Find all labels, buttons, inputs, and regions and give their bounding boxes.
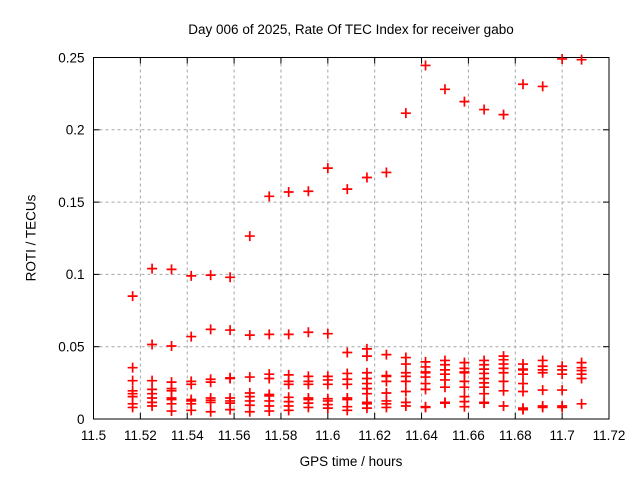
x-axis-label: GPS time / hours	[299, 454, 403, 469]
plot-border	[93, 57, 610, 420]
svg-text:0.15: 0.15	[58, 195, 84, 210]
svg-text:11.66: 11.66	[452, 428, 485, 443]
svg-text:11.72: 11.72	[593, 428, 626, 443]
svg-text:11.54: 11.54	[171, 428, 204, 443]
svg-text:11.56: 11.56	[218, 428, 251, 443]
data-points	[127, 53, 587, 417]
svg-text:0: 0	[77, 412, 85, 427]
svg-text:11.52: 11.52	[124, 428, 157, 443]
chart-title: Day 006 of 2025, Rate Of TEC Index for r…	[188, 22, 514, 37]
svg-text:11.6: 11.6	[315, 428, 340, 443]
svg-text:11.62: 11.62	[358, 428, 391, 443]
svg-text:11.5: 11.5	[81, 428, 106, 443]
y-axis-label: ROTI / TECUs	[23, 194, 39, 282]
svg-text:11.58: 11.58	[265, 428, 298, 443]
svg-text:0.05: 0.05	[58, 340, 84, 355]
grid-lines	[93, 57, 609, 419]
svg-text:11.68: 11.68	[499, 428, 532, 443]
svg-text:0.2: 0.2	[66, 123, 85, 138]
axis-ticks	[93, 57, 610, 420]
svg-text:11.7: 11.7	[549, 428, 574, 443]
svg-text:11.64: 11.64	[405, 428, 438, 443]
y-tick-labels: 0 0.05 0.1 0.15 0.2 0.25	[58, 50, 85, 427]
svg-text:0.1: 0.1	[66, 267, 85, 282]
x-tick-labels: 11.5 11.52 11.54 11.56 11.58 11.6 11.62 11.64 11…	[81, 428, 626, 443]
svg-text:0.25: 0.25	[58, 50, 84, 65]
